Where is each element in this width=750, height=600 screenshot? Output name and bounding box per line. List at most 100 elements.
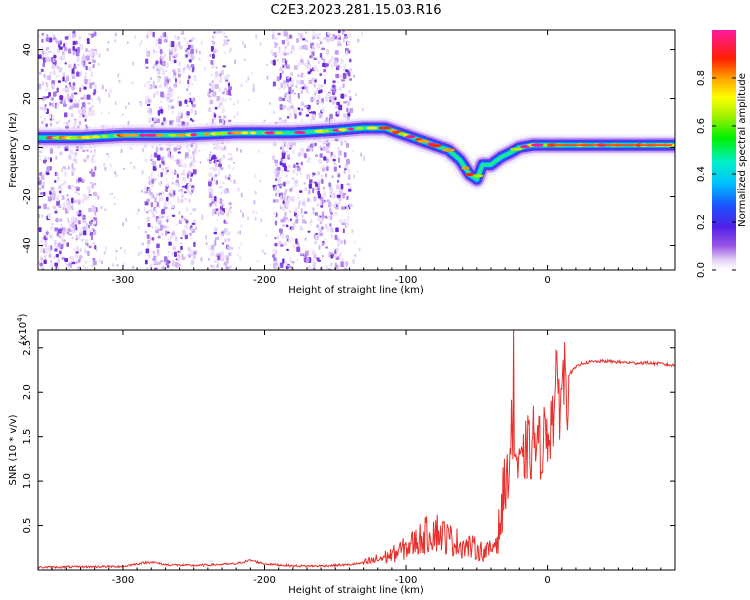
spectrogram-speckle — [285, 234, 290, 240]
spectrogram-speckle — [56, 232, 59, 237]
spectrogram-speckle — [93, 182, 97, 186]
spectrogram-speckle — [154, 123, 157, 126]
spectrogram-speckle — [333, 165, 337, 172]
spectrogram-speckle — [39, 115, 42, 118]
spectrogram-speckle — [278, 46, 281, 49]
spectrogram-speckle — [239, 256, 242, 262]
spectrogram-speckle — [317, 101, 321, 104]
spectrogram-speckle — [48, 50, 52, 53]
spectrogram-speckle — [174, 34, 177, 40]
spectrogram-speckle — [205, 234, 208, 240]
spectrogram-speckle — [259, 42, 262, 46]
spectrogram-speckle — [87, 102, 91, 105]
spectrogram-speckle — [298, 112, 302, 116]
spectrogram-speckle — [146, 53, 150, 56]
spectrogram-speckle — [94, 166, 97, 171]
spectrogram-speckle — [190, 64, 195, 68]
spectrogram-speckle — [46, 82, 49, 88]
spectrogram-speckle — [274, 172, 277, 176]
spectrogram-speckle — [349, 203, 353, 208]
spectrogram-speckle — [321, 165, 325, 169]
spectrogram-speckle — [188, 65, 191, 71]
spectrogram-speckle — [334, 264, 339, 269]
spectrogram-speckle — [214, 239, 217, 246]
spectrogram-speckle — [163, 53, 167, 58]
spectrogram-speckle — [218, 170, 221, 176]
spectrogram-speckle — [77, 248, 80, 252]
spectrogram-speckle — [85, 65, 88, 71]
spectrogram-speckle — [205, 242, 208, 246]
spectrogram-speckle — [154, 226, 159, 230]
spectrogram-speckle — [160, 156, 165, 161]
spectrogram-speckle — [152, 250, 155, 255]
spectrogram-speckle — [41, 120, 44, 125]
spectrogram-speckle — [339, 189, 343, 196]
spectrogram-speckle — [291, 177, 295, 180]
colorbar-tick-label: 0.4 — [696, 166, 707, 182]
spectrogram-speckle — [312, 172, 316, 176]
spectrogram-speckle — [186, 47, 191, 50]
spectrogram-speckle — [44, 52, 48, 56]
spectrogram-speckle — [79, 112, 82, 119]
spectrogram-speckle — [56, 176, 60, 182]
snr-x-axis-label: Height of straight line (km) — [288, 585, 424, 596]
spectrogram-speckle — [220, 101, 223, 107]
spectrogram-speckle — [72, 261, 76, 265]
spectrogram-speckle — [252, 87, 255, 92]
spectrogram-speckle — [68, 48, 71, 54]
spectrogram-speckle — [279, 262, 284, 268]
spectrogram-speckle — [49, 157, 52, 163]
spectrogram-speckle — [45, 231, 49, 235]
spectrogram-speckle — [62, 54, 66, 61]
spectrogram-speckle — [207, 92, 210, 98]
spectrogram-speckle — [78, 258, 81, 262]
spectrogram-speckle — [166, 183, 169, 188]
spectrogram-hotspot — [264, 131, 277, 135]
spectrogram-speckle — [44, 88, 49, 92]
spectrogram-speckle — [302, 74, 305, 78]
spectrogram-speckle — [86, 149, 89, 152]
spectrogram-speckle — [173, 251, 177, 258]
spectrogram-speckle — [169, 120, 173, 126]
spectrogram-speckle — [189, 261, 192, 264]
spectrogram-speckle — [325, 164, 328, 167]
spectrogram-speckle — [45, 247, 50, 251]
spectrogram-speckle — [195, 227, 198, 230]
spectrogram-speckle — [168, 48, 171, 52]
spectrogram-speckle — [170, 41, 175, 48]
spectrogram-speckle — [107, 111, 110, 115]
spectrogram-hotspot — [176, 133, 186, 137]
spectrogram-speckle — [342, 83, 345, 89]
spectrogram-speckle — [189, 83, 194, 86]
spectrogram-speckle — [183, 218, 187, 221]
spectrogram-speckle — [57, 228, 62, 234]
spectrogram-speckle — [284, 119, 287, 123]
spectrogram-speckle — [51, 223, 55, 226]
spectrogram-speckle — [272, 254, 276, 258]
spectrogram-speckle — [330, 35, 335, 42]
spectrogram-speckle — [93, 31, 97, 37]
spectrogram-speckle — [208, 94, 212, 98]
spectrogram-speckle — [170, 155, 174, 160]
spectrogram-speckle — [254, 216, 257, 221]
spectrogram-speckle — [173, 59, 177, 64]
spectrogram-speckle — [347, 169, 351, 174]
spectrogram-speckle — [41, 32, 44, 36]
spectrogram-speckle — [312, 187, 315, 194]
spectrogram-speckle — [309, 198, 312, 203]
spectrogram-speckle — [73, 92, 78, 95]
spectrogram-speckle — [234, 59, 237, 65]
spectrogram-speckle — [178, 79, 182, 85]
spectrogram-speckle — [170, 204, 175, 208]
colorbar-tick-label: 0.6 — [696, 118, 707, 134]
spectrogram-speckle — [55, 121, 59, 125]
spectrogram-speckle — [278, 48, 281, 54]
spectrogram-speckle — [178, 101, 182, 107]
spectrogram-speckle — [221, 242, 225, 245]
spectrogram-speckle — [146, 216, 150, 223]
spectrogram-speckle — [165, 196, 169, 202]
spectrogram-speckle — [317, 33, 322, 36]
spectrogram-speckle — [304, 211, 308, 215]
spectrogram-speckle — [353, 174, 356, 179]
spectrogram-speckle — [46, 166, 50, 172]
